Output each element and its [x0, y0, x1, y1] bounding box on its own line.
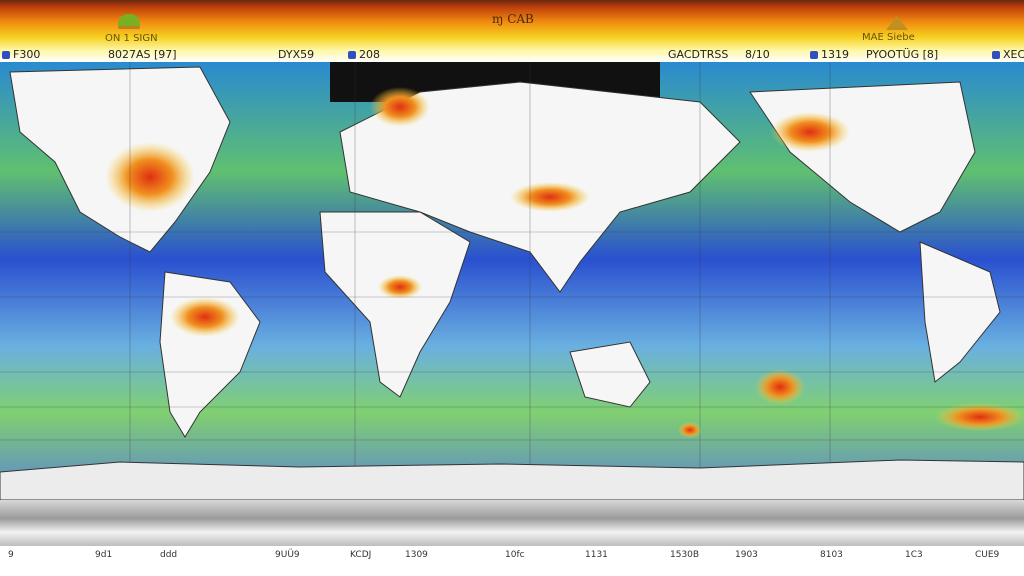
header-upper-label: ON 1 SIGN — [105, 33, 158, 44]
world-map[interactable] — [0, 62, 1024, 500]
axis-tick: 8103 — [820, 550, 843, 560]
header-label[interactable]: GACDTRSS — [668, 48, 729, 61]
logo-icon-left — [118, 14, 140, 29]
axis-tick: ddd — [160, 550, 178, 560]
axis-tick: 1309 — [405, 550, 428, 560]
antarctica — [0, 459, 1024, 500]
axis-tick: 9UÜ9 — [275, 550, 300, 560]
legend-swatch-icon — [348, 51, 356, 59]
header-upper-label: MAE Siebe — [862, 32, 915, 43]
legend-swatch-icon — [810, 51, 818, 59]
australia — [569, 341, 651, 408]
axis-tick: CUE9 — [975, 550, 1000, 560]
axis-tick: 1C3 — [905, 550, 923, 560]
header-bar: ɱ CAB ON 1 SIGN MAE Siebe F300 8027AS [9… — [0, 0, 1024, 62]
axis-tick: 9d1 — [95, 550, 113, 560]
header-label[interactable]: DYX59 — [278, 48, 315, 61]
header-label[interactable]: 8027AS [97] — [108, 48, 177, 61]
axis-tick: 1530B — [670, 550, 700, 560]
axis-tick: KCDJ — [350, 550, 372, 560]
header-label[interactable]: XEC — [992, 48, 1024, 61]
header-label[interactable]: F300 — [2, 48, 40, 61]
header-label[interactable]: 208 — [348, 48, 380, 61]
logo-icon-right — [886, 16, 908, 30]
axis-tick: 10fc — [505, 550, 525, 560]
axis-tick: 1903 — [735, 550, 758, 560]
header-label[interactable]: PYOOTÜG [8] — [866, 48, 939, 61]
header-label[interactable]: 1319 — [810, 48, 849, 61]
polar-band — [0, 500, 1024, 546]
legend-swatch-icon — [992, 51, 1000, 59]
axis-tick: 9 — [8, 550, 14, 560]
graticule — [0, 62, 1024, 500]
legend-swatch-icon — [2, 51, 10, 59]
map-title: ɱ CAB — [492, 12, 534, 26]
x-axis: 9 9d1 ddd 9UÜ9 KCDJ 1309 10fc 1131 1530B… — [0, 546, 1024, 576]
header-label[interactable]: 8/10 — [745, 48, 770, 61]
south-america-east — [919, 241, 1001, 383]
axis-tick: 1131 — [585, 550, 608, 560]
